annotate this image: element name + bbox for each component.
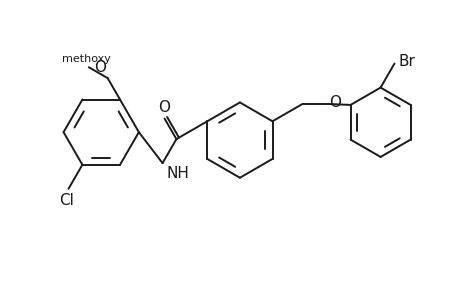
Text: O: O (158, 100, 170, 115)
Text: NH: NH (166, 166, 189, 181)
Text: Br: Br (397, 54, 414, 69)
Text: Cl: Cl (59, 193, 74, 208)
Text: methoxy: methoxy (62, 54, 111, 64)
Text: O: O (94, 60, 106, 75)
Text: O: O (329, 95, 341, 110)
